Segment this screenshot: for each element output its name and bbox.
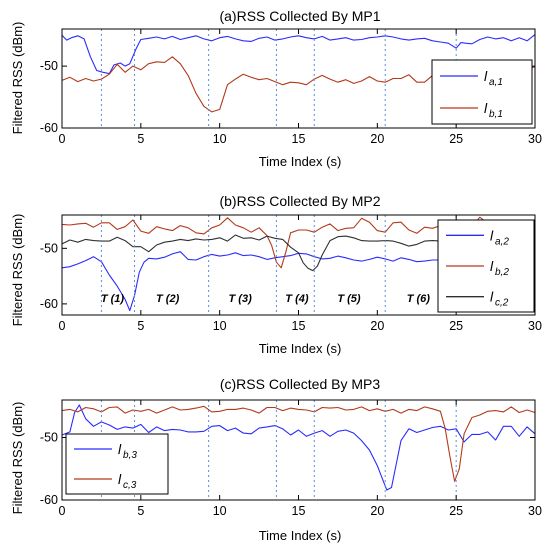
interval-annotation: T (3) [229,293,253,305]
x-tick-label: 5 [137,132,144,146]
legend-label-subscript: a,2 [495,236,509,247]
x-tick-label: 25 [449,319,463,333]
x-tick-label: 25 [449,132,463,146]
panel-c-title: (c)RSS Collected By MP3 [220,376,380,392]
panel-a-xlabel: Time Index (s) [259,154,342,169]
x-tick-label: 10 [213,132,227,146]
x-tick-label: 20 [370,504,384,518]
legend-label-subscript: b,3 [123,450,137,461]
y-tick-label: -50 [40,59,58,73]
interval-annotation: T (2) [156,293,180,305]
legend-label-subscript: c,2 [495,298,509,309]
legend-label-subscript: c,3 [123,480,137,491]
legend-label: l [118,471,122,487]
panel-b-xlabel: Time Index (s) [259,341,342,356]
interval-annotation: T (6) [407,293,431,305]
x-tick-label: 20 [370,319,384,333]
panel-c-xlabel: Time Index (s) [259,528,342,543]
legend-label: l [490,289,494,305]
legend-box [431,59,533,125]
x-tick-label: 10 [213,504,227,518]
panel-b-title: (b)RSS Collected By MP2 [219,193,380,209]
panel-c: (c)RSS Collected By MP3 Filtered RSS (dB… [10,376,542,543]
interval-annotation: T (1) [101,293,125,305]
x-tick-label: 15 [292,319,306,333]
x-tick-label: 10 [213,319,227,333]
y-tick-label: -50 [40,241,58,255]
x-tick-label: 30 [528,132,542,146]
x-tick-label: 20 [370,132,384,146]
panel-b-ylabel: Filtered RSS (dBm) [10,214,25,327]
y-tick-label: -50 [40,431,58,445]
series-line-c-3 [61,405,536,482]
x-tick-label: 5 [137,319,144,333]
legend-label-subscript: b,1 [489,109,503,120]
x-tick-label: 15 [292,504,306,518]
legend-label-subscript: b,2 [495,267,509,278]
series-line-a-1 [61,34,536,75]
x-tick-label: 0 [59,319,66,333]
series-line-b-3 [61,404,536,491]
panel-c-ylabel: Filtered RSS (dBm) [10,402,25,515]
x-tick-label: 25 [449,504,463,518]
panel-b: (b)RSS Collected By MP2 Filtered RSS (dB… [10,193,542,356]
legend-label: l [484,68,488,84]
interval-annotation: T (4) [285,293,309,305]
x-tick-label: 0 [59,132,66,146]
panel-a-plot: 0 5 10 15 20 25 30-50-60l a,1l b,1 [40,28,542,146]
panel-a-title: (a)RSS Collected By MP1 [219,8,380,24]
x-tick-label: 15 [292,132,306,146]
legend-label: l [484,100,488,116]
interval-annotation: T (5) [337,293,361,305]
legend-box [65,433,169,495]
legend-label: l [490,258,494,274]
x-tick-label: 0 [59,504,66,518]
panel-a-ylabel: Filtered RSS (dBm) [10,22,25,135]
panel-b-plot: 0 5 10 15 20 25 30 -50 -60 T (1) T (2) T (3) T (4) T … [40,214,542,333]
y-tick-label: -60 [40,493,58,507]
x-tick-label: 30 [528,504,542,518]
panel-a: (a)RSS Collected By MP1 Filtered RSS (dB… [10,8,542,169]
x-tick-label: 30 [528,319,542,333]
legend-label: l [490,227,494,243]
x-tick-label: 5 [137,504,144,518]
legend-label-subscript: a,1 [489,77,503,88]
y-tick-label: -60 [40,297,58,311]
y-tick-label: -60 [40,121,58,135]
panel-c-plot: 0 5 10 15 20 25 30-50-60l b,3l c,3 [40,399,542,518]
legend-label: l [118,441,122,457]
